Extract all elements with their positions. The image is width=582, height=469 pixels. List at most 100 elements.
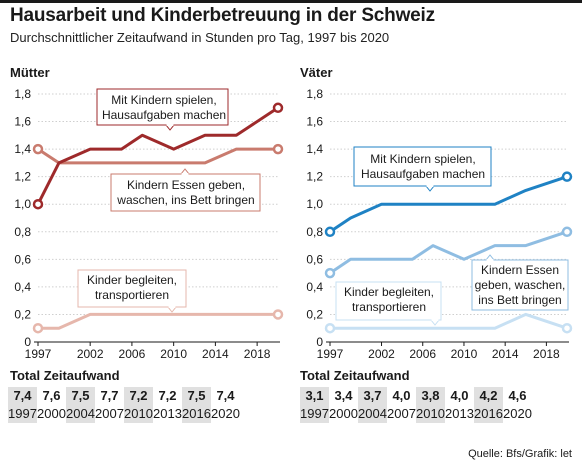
mothers-series-line-0 bbox=[36, 106, 279, 205]
mothers-total-value: 7,4 bbox=[13, 388, 32, 403]
mothers-annotation-text: Kindern Essen geben, bbox=[127, 178, 245, 192]
fathers-x-tick-label: 2018 bbox=[533, 347, 560, 361]
mothers-total-cell: 7,4 1997 bbox=[8, 387, 37, 423]
fathers-y-tick-label: 0,6 bbox=[306, 252, 323, 266]
mothers-totals-label: Total Zeitaufwand bbox=[10, 368, 120, 383]
fathers-annotation-text: transportieren bbox=[352, 300, 426, 314]
mothers-x-tick-label: 2018 bbox=[244, 347, 271, 361]
chart-title: Hausarbeit und Kinderbetreuung in der Sc… bbox=[10, 5, 435, 26]
fathers-y-tick-label: 0,8 bbox=[306, 225, 323, 239]
mothers-series-endpoint bbox=[32, 198, 44, 210]
fathers-total-year: 2000 bbox=[329, 406, 358, 421]
mothers-x-tick-label: 1997 bbox=[25, 347, 52, 361]
fathers-annotation-text: Hausaufgaben machen bbox=[361, 167, 485, 181]
mothers-annotation-box bbox=[77, 269, 187, 308]
mothers-total-year: 2013 bbox=[153, 406, 182, 421]
fathers-total-cell: 4,0 2013 bbox=[445, 387, 474, 423]
mothers-total-year: 2000 bbox=[37, 406, 66, 421]
mothers-series-line-1 bbox=[37, 147, 278, 165]
fathers-x-tick-label: 2002 bbox=[368, 347, 395, 361]
mothers-y-tick-label: 1,6 bbox=[14, 115, 31, 129]
mothers-totals-row: 7,4 1997 7,6 2000 7,5 2004 7,7 2007 7,2 2010 7,2 20… bbox=[8, 387, 240, 423]
mothers-total-value: 7,4 bbox=[216, 388, 235, 403]
mothers-annotation-box bbox=[110, 173, 261, 212]
fathers-annotation-text: ins Bett bringen bbox=[478, 293, 561, 307]
mothers-x-tick-label: 2002 bbox=[77, 347, 104, 361]
fathers-total-year: 1997 bbox=[300, 406, 329, 421]
fathers-total-year: 2004 bbox=[358, 406, 387, 421]
fathers-total-value: 4,2 bbox=[479, 388, 498, 403]
fathers-y-tick-label: 0,2 bbox=[306, 307, 323, 321]
mothers-series-endpoint bbox=[32, 143, 44, 155]
mothers-series-endpoint bbox=[272, 102, 284, 114]
fathers-y-tick-label: 1,0 bbox=[306, 197, 323, 211]
fathers-total-value: 4,0 bbox=[392, 388, 411, 403]
mothers-y-tick-label: 1,4 bbox=[14, 142, 31, 156]
fathers-series-line-1 bbox=[329, 230, 568, 275]
fathers-total-cell: 4,2 2016 bbox=[474, 387, 503, 423]
fathers-total-year: 2013 bbox=[445, 406, 474, 421]
fathers-series-line-0 bbox=[329, 175, 568, 234]
mothers-y-tick-label: 1,2 bbox=[14, 170, 31, 184]
fathers-totals-row: 3,1 1997 3,4 2000 3,7 2004 4,0 2007 3,8 2010 4,0 20… bbox=[300, 387, 532, 423]
fathers-total-value: 3,1 bbox=[305, 388, 324, 403]
mothers-total-year: 2010 bbox=[124, 406, 153, 421]
mothers-total-cell: 7,2 2013 bbox=[153, 387, 182, 423]
mothers-annotation-text: Mit Kindern spielen, bbox=[111, 93, 216, 107]
fathers-x-tick-label: 1997 bbox=[317, 347, 344, 361]
fathers-y-tick-label: 0,4 bbox=[306, 280, 323, 294]
mothers-total-year: 2020 bbox=[211, 406, 240, 421]
mothers-total-cell: 7,4 2020 bbox=[211, 387, 240, 423]
chart-subtitle: Durchschnittlicher Zeitaufwand in Stunde… bbox=[10, 30, 390, 45]
fathers-total-value: 4,0 bbox=[450, 388, 469, 403]
fathers-totals-label: Total Zeitaufwand bbox=[300, 368, 410, 383]
fathers-annotation-box bbox=[353, 146, 492, 187]
fathers-total-year: 2007 bbox=[387, 406, 416, 421]
mothers-x-tick-label: 2014 bbox=[202, 347, 229, 361]
mothers-y-tick-label: 0,6 bbox=[14, 252, 31, 266]
fathers-total-cell: 3,7 2004 bbox=[358, 387, 387, 423]
mothers-panel-title: Mütter bbox=[10, 65, 50, 80]
mothers-total-value: 7,5 bbox=[71, 388, 90, 403]
fathers-annotation-text: Kinder begleiten, bbox=[344, 285, 434, 299]
fathers-series-endpoint bbox=[561, 226, 573, 238]
fathers-x-tick-label: 2014 bbox=[492, 347, 519, 361]
fathers-y-tick-label: 1,4 bbox=[306, 142, 323, 156]
fathers-series-endpoint bbox=[561, 322, 573, 334]
mothers-annotation-box bbox=[96, 88, 229, 126]
mothers-total-cell: 7,5 2004 bbox=[66, 387, 95, 423]
source-credit: Quelle: Bfs/Grafik: let bbox=[468, 448, 572, 460]
fathers-y-tick-label: 1,2 bbox=[306, 170, 323, 184]
fathers-x-tick-label: 2010 bbox=[451, 347, 478, 361]
fathers-annotation-box bbox=[335, 281, 442, 321]
fathers-series-line-2 bbox=[330, 312, 568, 330]
fathers-total-value: 3,4 bbox=[334, 388, 353, 403]
fathers-series-endpoint bbox=[324, 267, 336, 279]
fathers-x-tick-label: 2006 bbox=[409, 347, 436, 361]
fathers-annotation-text: Mit Kindern spielen, bbox=[370, 152, 475, 166]
fathers-total-cell: 4,0 2007 bbox=[387, 387, 416, 423]
mothers-y-tick-label: 0 bbox=[24, 335, 31, 349]
fathers-panel-title: Väter bbox=[300, 65, 333, 80]
mothers-series-line-2 bbox=[38, 312, 278, 330]
mothers-total-cell: 7,7 2007 bbox=[95, 387, 124, 423]
mothers-y-tick-label: 1,0 bbox=[14, 197, 31, 211]
fathers-total-year: 2020 bbox=[503, 406, 532, 421]
mothers-total-cell: 7,6 2000 bbox=[37, 387, 66, 423]
mothers-annotation-text: waschen, ins Bett bringen bbox=[116, 193, 254, 207]
mothers-annotation-text: transportieren bbox=[95, 288, 169, 302]
fathers-total-cell: 4,6 2020 bbox=[503, 387, 532, 423]
top-rule bbox=[0, 0, 582, 3]
mothers-y-tick-label: 1,8 bbox=[14, 87, 31, 101]
fathers-series-endpoint bbox=[324, 322, 336, 334]
fathers-annotation-text: geben, waschen, bbox=[475, 278, 566, 292]
mothers-total-value: 7,7 bbox=[100, 388, 119, 403]
mothers-x-tick-label: 2006 bbox=[119, 347, 146, 361]
mothers-total-value: 7,5 bbox=[187, 388, 206, 403]
mothers-total-value: 7,2 bbox=[158, 388, 177, 403]
fathers-total-year: 2016 bbox=[474, 406, 503, 421]
mothers-x-tick-label: 2010 bbox=[160, 347, 187, 361]
fathers-annotation-text: Kindern Essen bbox=[481, 263, 559, 277]
mothers-total-value: 7,6 bbox=[42, 388, 61, 403]
